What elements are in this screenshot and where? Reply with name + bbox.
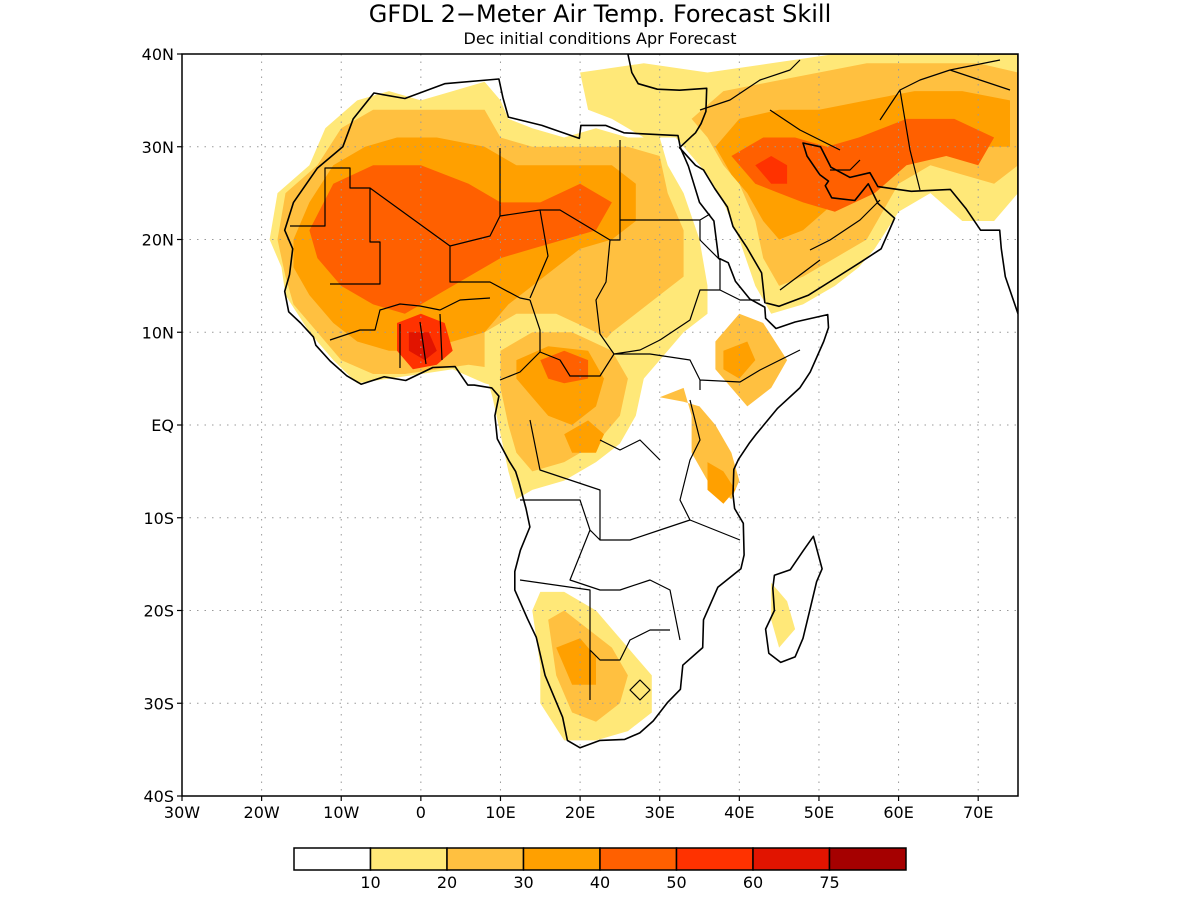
colorbar-label: 75	[819, 873, 839, 892]
lon-tick-label: 60E	[883, 803, 913, 822]
colorbar-swatch	[752, 847, 831, 871]
skill-region-level-4	[731, 118, 995, 212]
lon-tick-label: 40E	[724, 803, 754, 822]
skill-region-level-3	[564, 420, 604, 453]
figure-title: GFDL 2−Meter Air Temp. Forecast Skill	[369, 0, 832, 28]
colorbar-label: 40	[590, 873, 610, 892]
lon-tick-label: 10W	[323, 803, 359, 822]
lon-tick-label: 10E	[485, 803, 515, 822]
coastline	[627, 54, 1018, 315]
coastline	[764, 535, 823, 664]
lon-tick-label: 30E	[644, 803, 674, 822]
skill-shading-layer	[269, 54, 1018, 741]
lon-tick-label: 70E	[963, 803, 993, 822]
lon-tick-label: 20W	[244, 803, 280, 822]
figure-subtitle: Dec initial conditions Apr Forecast	[464, 29, 737, 48]
lat-tick-label: 20S	[143, 602, 174, 621]
lon-tick-label: 20E	[565, 803, 595, 822]
skill-region-level-5	[755, 156, 788, 184]
colorbar-swatch	[522, 847, 601, 871]
lat-tick-label: 20N	[142, 231, 174, 250]
skill-region-level-3	[556, 638, 596, 685]
skill-region-level-3	[723, 341, 756, 379]
colorbar-swatch	[675, 847, 754, 871]
map-area	[182, 54, 1018, 796]
colorbar-label: 60	[743, 873, 763, 892]
colorbar-swatch	[828, 847, 907, 871]
colorbar-label: 50	[666, 873, 686, 892]
colorbar-label: 10	[360, 873, 380, 892]
country-borders	[290, 59, 1011, 701]
lon-tick-label: 50E	[804, 803, 834, 822]
lat-tick-label: 40S	[143, 787, 174, 806]
lat-tick-label: 10S	[143, 509, 174, 528]
longitude-tick-labels: 30W 20W 10W 0 10E 20E 30E 40E 50E 60E 70E	[164, 803, 994, 822]
lat-tick-label: 10N	[142, 323, 174, 342]
colorbar-swatch	[293, 847, 372, 871]
lat-tick-label: EQ	[151, 416, 174, 435]
skill-region-level-1	[771, 582, 796, 648]
axis-ticks	[177, 53, 979, 801]
lon-tick-label: 0	[416, 803, 426, 822]
colorbar-label: 20	[437, 873, 457, 892]
colorbar-swatch	[446, 847, 525, 871]
coastline-layer	[283, 54, 1018, 749]
skill-region-level-3	[707, 462, 736, 504]
colorbar-swatch	[599, 847, 678, 871]
lon-tick-label: 30W	[164, 803, 200, 822]
lat-tick-label: 40N	[142, 45, 174, 64]
latitude-tick-labels: 40N 30N 20N 10N EQ 10S 20S 30S 40S	[142, 45, 174, 806]
lat-tick-label: 30N	[142, 138, 174, 157]
skill-region-level-6	[408, 332, 437, 361]
border-line	[290, 59, 1011, 701]
colorbar-label: 30	[513, 873, 533, 892]
colorbar-legend: 10 20 30 40 50 60 75	[293, 847, 907, 892]
lat-tick-label: 30S	[143, 694, 174, 713]
colorbar-swatch	[369, 847, 448, 871]
coastline	[283, 78, 830, 749]
